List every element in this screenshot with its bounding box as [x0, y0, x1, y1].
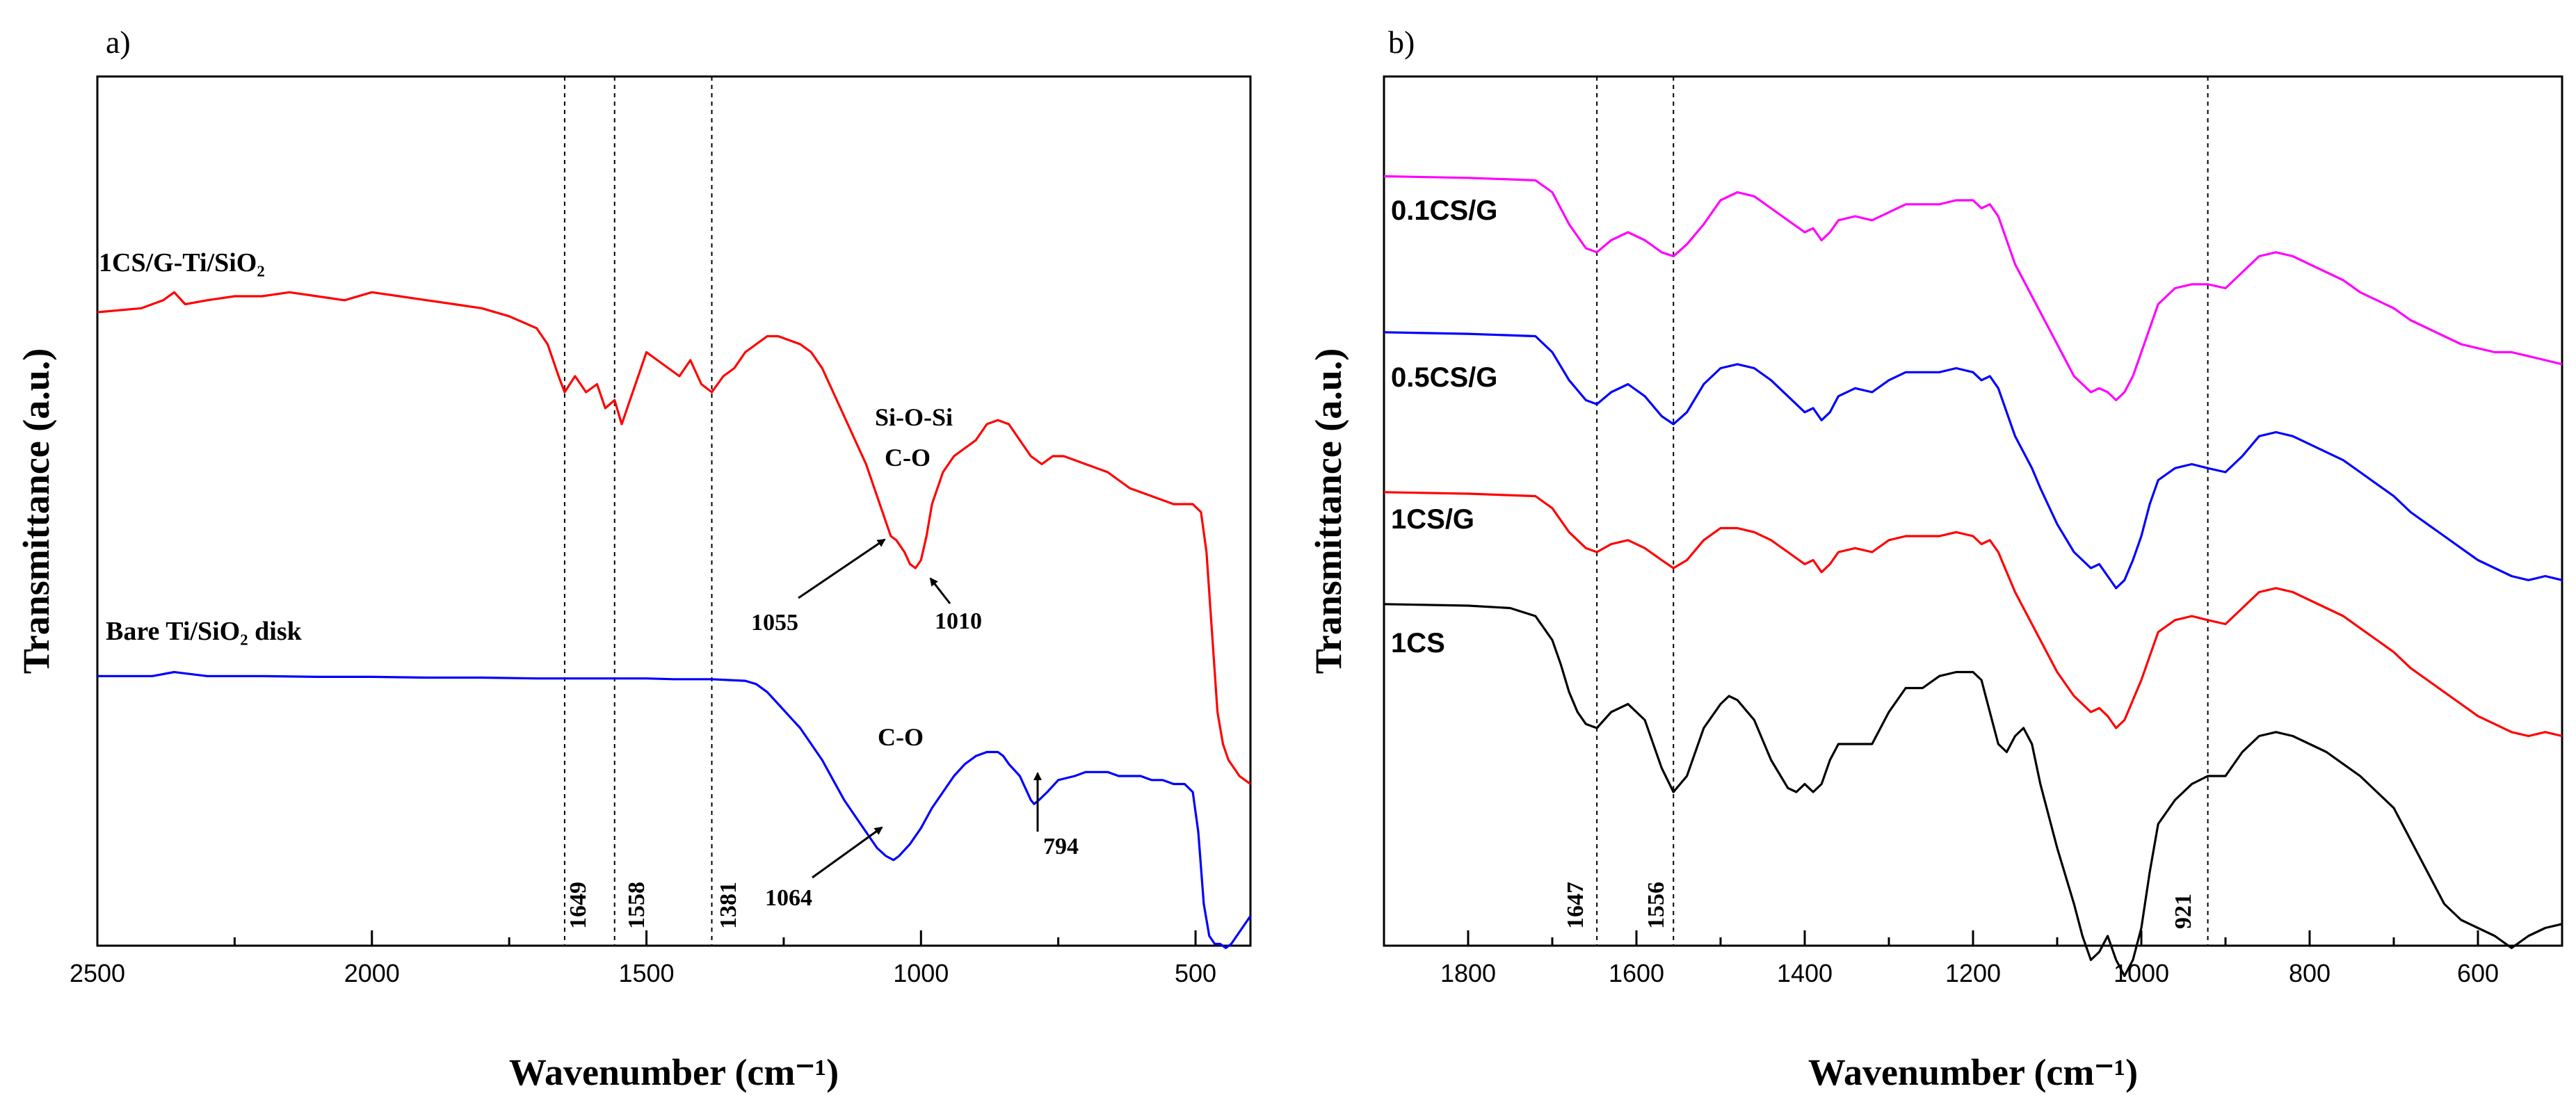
series-label-1cs: 1CS — [1391, 628, 1445, 658]
annotation-si-o-si: Si-O-Si — [875, 403, 953, 431]
arrow-1010 — [929, 577, 951, 604]
panel-b-y-axis-title: Transmittance (a.u.) — [1307, 348, 1349, 674]
panel-b-x-ticks: 1800 1600 1400 1200 1000 800 600 — [1383, 930, 2563, 987]
tick-label-1200: 1200 — [1945, 959, 2001, 987]
annotation-1381: 1381 — [716, 882, 741, 929]
annotation-c-o-upper: C-O — [885, 444, 931, 471]
series-label-1cs-g-ti-sio2: 1CS/G-Ti/SiO₂ — [99, 248, 265, 277]
annotation-1558: 1558 — [624, 882, 650, 929]
series-label-0-1cs-g: 0.1CS/G — [1391, 195, 1497, 226]
panel-b: b) 1800 1600 1400 1200 1000 800 600 0.1CS/G 0.… — [1307, 24, 2563, 1093]
panel-a-reference-lines — [563, 76, 713, 946]
tick-label-2000: 2000 — [344, 959, 400, 987]
tick-label-1800: 1800 — [1440, 959, 1496, 987]
series-line-0-1cs-g — [1383, 175, 2563, 402]
tick-label-600: 600 — [2457, 959, 2499, 987]
annotation-1055: 1055 — [751, 610, 798, 636]
peak-label-921: 921 — [2171, 894, 2196, 929]
panel-b-x-axis-title: Wavenumber (cm⁻¹) — [1808, 1051, 2138, 1093]
tick-label-1600: 1600 — [1609, 959, 1664, 987]
tick-label-1000: 1000 — [2114, 959, 2169, 987]
peak-label-1647: 1647 — [1563, 882, 1588, 929]
annotation-1010: 1010 — [935, 608, 982, 634]
arrow-1064 — [812, 826, 883, 879]
series-line-bare-ti-sio-disk — [97, 670, 1252, 949]
tick-label-1400: 1400 — [1777, 959, 1833, 987]
panel-a: a) 2500 2000 1500 1000 500 1CS/G-Ti/SiO₂ Bar… — [15, 24, 1252, 1093]
panel-a-x-ticks: 2500 2000 1500 1000 500 — [70, 930, 1216, 987]
panel-b-tag: b) — [1388, 24, 1415, 60]
tick-label-1500: 1500 — [618, 959, 674, 987]
panel-b-series — [1383, 175, 2563, 978]
series-label-1cs-g: 1CS/G — [1391, 504, 1474, 535]
panel-a-tag: a) — [106, 24, 131, 60]
arrow-1055 — [798, 538, 886, 599]
annotation-c-o-lower: C-O — [878, 723, 924, 751]
panel-a-y-axis-title: Transmittance (a.u.) — [15, 348, 57, 674]
annotation-1064: 1064 — [765, 885, 812, 911]
annotation-794: 794 — [1043, 834, 1079, 859]
panel-a-x-axis-title: Wavenumber (cm⁻¹) — [509, 1051, 839, 1093]
tick-label-1000: 1000 — [893, 959, 949, 987]
series-label-bare-ti-sio2: Bare Ti/SiO₂ disk — [106, 617, 303, 646]
tick-label-800: 800 — [2289, 959, 2331, 987]
panel-b-reference-lines — [1596, 76, 2209, 946]
panel-a-plot-frame — [96, 75, 1252, 947]
series-line-0-5cs-g — [1383, 331, 2563, 590]
series-line-1cs — [1383, 603, 2563, 978]
panel-a-series — [97, 291, 1252, 949]
series-line-1cs-g — [1383, 491, 2563, 738]
series-label-0-5cs-g: 0.5CS/G — [1391, 362, 1497, 393]
series-line-1cs-g-ti-sio — [97, 291, 1251, 785]
peak-label-1556: 1556 — [1643, 882, 1669, 929]
tick-label-500: 500 — [1175, 959, 1216, 987]
annotation-1649: 1649 — [565, 882, 591, 929]
tick-label-2500: 2500 — [70, 959, 125, 987]
